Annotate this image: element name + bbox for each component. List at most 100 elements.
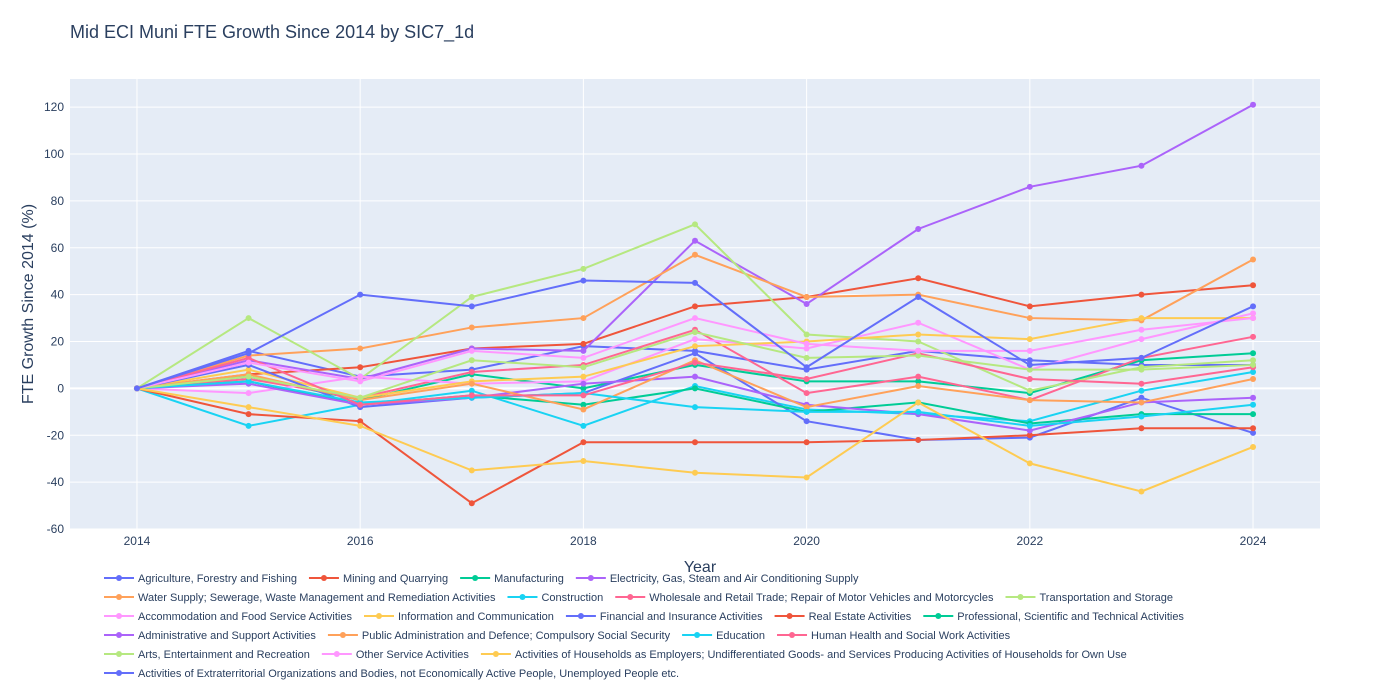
data-point [803, 404, 810, 411]
legend-item[interactable]: Electricity, Gas, Steam and Air Conditio… [575, 573, 859, 585]
legend-label: Transportation and Storage [1039, 592, 1173, 604]
legend-item[interactable]: Water Supply; Sewerage, Waste Management… [104, 592, 496, 604]
data-point [1250, 101, 1257, 108]
data-point [580, 458, 587, 465]
data-point [1250, 401, 1257, 408]
data-point [245, 373, 252, 380]
legend-label: Water Supply; Sewerage, Waste Management… [138, 592, 496, 604]
legend-item[interactable]: Public Administration and Defence; Compu… [327, 630, 671, 642]
data-point [803, 364, 810, 371]
data-point [580, 277, 587, 284]
legend-item[interactable]: Agriculture, Forestry and Fishing [104, 573, 297, 585]
data-point [803, 408, 810, 415]
legend-item[interactable]: Wholesale and Retail Trade; Repair of Mo… [615, 592, 994, 604]
data-point [1026, 427, 1033, 434]
data-point [692, 251, 698, 258]
data-point [468, 357, 475, 364]
x-tick-label: 2024 [1240, 534, 1267, 548]
data-point [915, 331, 922, 338]
data-point [357, 291, 364, 298]
data-point [915, 436, 922, 443]
data-point [1026, 303, 1033, 310]
legend-item[interactable]: Education [682, 630, 765, 642]
legend-label: Accommodation and Food Service Activitie… [138, 611, 352, 623]
y-tick-label: 80 [51, 194, 65, 208]
y-tick-label: 60 [51, 241, 65, 255]
legend-item[interactable]: Manufacturing [460, 573, 564, 585]
data-point [803, 439, 810, 446]
data-point [580, 354, 587, 361]
legend-label: Human Health and Social Work Activities [811, 630, 1011, 642]
data-point [468, 293, 475, 300]
data-point [692, 439, 698, 446]
legend-label: Other Service Activities [356, 649, 470, 661]
data-point [580, 364, 587, 371]
legend-item[interactable]: Activities of Households as Employers; U… [480, 649, 1127, 661]
data-point [1250, 361, 1257, 368]
legend: Agriculture, Forestry and Fishing Mining … [104, 573, 1184, 680]
y-tick-label: 0 [57, 381, 64, 395]
legend-swatch-marker [320, 575, 327, 581]
data-point [803, 376, 810, 382]
data-point [1138, 326, 1145, 333]
data-point [245, 422, 252, 429]
legend-item[interactable]: Professional, Scientific and Technical A… [923, 611, 1184, 623]
legend-item[interactable]: Administrative and Support Activities [104, 630, 316, 642]
data-point [803, 390, 810, 397]
legend-item[interactable]: Human Health and Social Work Activities [777, 630, 1011, 642]
y-tick-label: -20 [47, 428, 65, 442]
legend-swatch-marker [492, 651, 499, 657]
data-point [1138, 488, 1145, 495]
data-point [1026, 387, 1033, 394]
legend-item[interactable]: Arts, Entertainment and Recreation [104, 649, 310, 661]
data-point [1026, 361, 1033, 368]
data-point [1250, 411, 1257, 418]
data-point [1138, 425, 1145, 432]
data-point [1250, 315, 1257, 322]
data-point [803, 301, 810, 307]
legend-item[interactable]: Information and Communication [364, 611, 554, 623]
legend-item[interactable]: Other Service Activities [321, 649, 470, 661]
data-point [1250, 357, 1257, 364]
y-tick-label: -40 [47, 475, 65, 489]
data-point [468, 387, 475, 394]
data-point [915, 373, 922, 380]
series-lines [133, 101, 1257, 507]
data-point [357, 378, 364, 385]
data-point [245, 359, 252, 366]
data-point [692, 237, 698, 244]
data-point [1250, 443, 1257, 450]
data-point [580, 406, 587, 413]
data-point [468, 324, 475, 331]
legend-label: Administrative and Support Activities [138, 630, 316, 642]
y-tick-label: 100 [44, 147, 64, 161]
data-point [803, 474, 810, 481]
y-tick-label: 20 [51, 335, 65, 349]
legend-swatch-marker [786, 613, 793, 619]
legend-item[interactable]: Construction [507, 592, 603, 604]
data-point [1138, 387, 1145, 394]
legend-item[interactable]: Accommodation and Food Service Activitie… [104, 611, 352, 623]
data-point [1250, 429, 1257, 436]
legend-item[interactable]: Transportation and Storage [1005, 592, 1173, 604]
data-point [1250, 368, 1257, 375]
data-point [692, 329, 698, 336]
legend-swatch-marker [694, 632, 701, 638]
data-point [692, 469, 698, 476]
legend-item[interactable]: Mining and Quarrying [308, 573, 448, 585]
legend-item[interactable]: Financial and Insurance Activities [565, 611, 763, 623]
legend-item[interactable]: Activities of Extraterritorial Organizat… [104, 668, 679, 680]
data-point [1138, 336, 1145, 343]
y-tick-label: -60 [47, 522, 65, 536]
legend-item[interactable]: Real Estate Activities [774, 611, 912, 623]
data-point [245, 315, 252, 322]
legend-label: Electricity, Gas, Steam and Air Conditio… [610, 573, 859, 585]
data-point [692, 303, 698, 310]
legend-swatch-marker [472, 575, 479, 581]
data-point [245, 390, 252, 397]
legend-swatch-marker [376, 613, 382, 619]
data-point [580, 340, 587, 347]
data-point [1026, 347, 1033, 354]
data-point [803, 345, 810, 352]
data-point [1250, 282, 1257, 289]
